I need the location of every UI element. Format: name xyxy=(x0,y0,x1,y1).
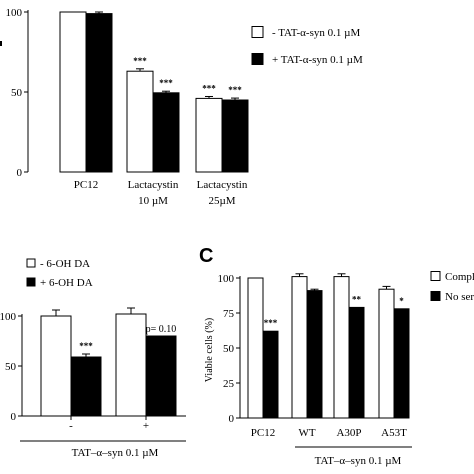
significance-label: *** xyxy=(264,318,278,328)
y-tick-label: 100 xyxy=(6,7,23,19)
bar xyxy=(115,313,147,417)
legend-label: Compl xyxy=(445,271,474,283)
category-label: A53T xyxy=(381,427,407,439)
bar xyxy=(70,356,102,417)
bar xyxy=(378,288,395,419)
significance-label: *** xyxy=(228,85,242,95)
significance-label: *** xyxy=(202,83,216,93)
category-label: PC12 xyxy=(251,427,275,439)
category-label: + xyxy=(143,420,149,432)
legend-label: No seru xyxy=(445,291,474,303)
legend-label: - 6-OH DA xyxy=(40,258,90,270)
legend-swatch xyxy=(430,291,441,301)
category-label: - xyxy=(69,420,73,432)
category-label: Lactacystin 10 µM xyxy=(128,179,179,207)
x-axis-label: TAT–α–syn 0.1 µM xyxy=(72,447,159,459)
significance-label: *** xyxy=(159,78,173,88)
cropped-mark xyxy=(0,41,2,46)
significance-label: *** xyxy=(133,56,147,66)
legend-swatch xyxy=(430,271,441,281)
legend-label: - TAT-α-syn 0.1 µM xyxy=(272,27,360,39)
y-tick-label: 50 xyxy=(223,343,235,355)
significance-label: * xyxy=(399,296,404,306)
bar xyxy=(348,306,365,419)
chart-6-oh-da: 0 50 100 *** - p= 0.10 + - 6-OH DA + 6-OH DA TAT–… xyxy=(0,258,186,459)
category-label: WT xyxy=(298,427,315,439)
y-tick-label: 0 xyxy=(229,413,235,425)
y-tick-label: 100 xyxy=(0,311,17,323)
bar xyxy=(291,276,308,419)
bar xyxy=(195,97,223,173)
category-label: PC12 xyxy=(74,179,98,191)
chart-lactacystin: 0 50 100 PC12 *** *** Lactacystin 10 µM *** *** La… xyxy=(6,7,363,207)
bar xyxy=(40,315,72,417)
bar xyxy=(221,99,249,173)
x-axis-label: TAT–α–syn 0.1 µM xyxy=(315,455,402,467)
y-tick-label: 0 xyxy=(11,411,17,423)
y-tick-label: 75 xyxy=(223,308,235,320)
bar xyxy=(306,290,323,419)
significance-label: *** xyxy=(79,341,93,351)
y-tick-label: 50 xyxy=(11,87,23,99)
legend-swatch xyxy=(26,277,36,287)
bar xyxy=(262,330,279,419)
y-tick-label: 50 xyxy=(5,361,17,373)
bar xyxy=(85,13,113,173)
significance-label: p= 0.10 xyxy=(146,324,177,335)
bar xyxy=(333,276,350,419)
bar xyxy=(59,11,87,173)
bar xyxy=(126,70,154,173)
category-label: Lactacystin 25µM xyxy=(197,179,248,207)
bar xyxy=(145,335,177,417)
legend-swatch xyxy=(251,53,264,65)
category-label: A30P xyxy=(336,427,361,439)
y-tick-label: 0 xyxy=(17,167,23,179)
significance-label: ** xyxy=(352,294,362,304)
y-tick-label: 25 xyxy=(223,378,235,390)
bar xyxy=(247,277,264,419)
bar xyxy=(393,308,410,419)
legend-swatch xyxy=(251,26,264,38)
y-axis-label: Viable cells (%) xyxy=(204,318,215,382)
y-tick-label: 100 xyxy=(218,273,235,285)
bar xyxy=(152,92,180,173)
legend-label: + TAT-α-syn 0.1 µM xyxy=(272,54,363,66)
legend-label: + 6-OH DA xyxy=(40,277,93,289)
legend-swatch xyxy=(26,258,36,268)
panel-letter-c: C xyxy=(199,245,213,267)
